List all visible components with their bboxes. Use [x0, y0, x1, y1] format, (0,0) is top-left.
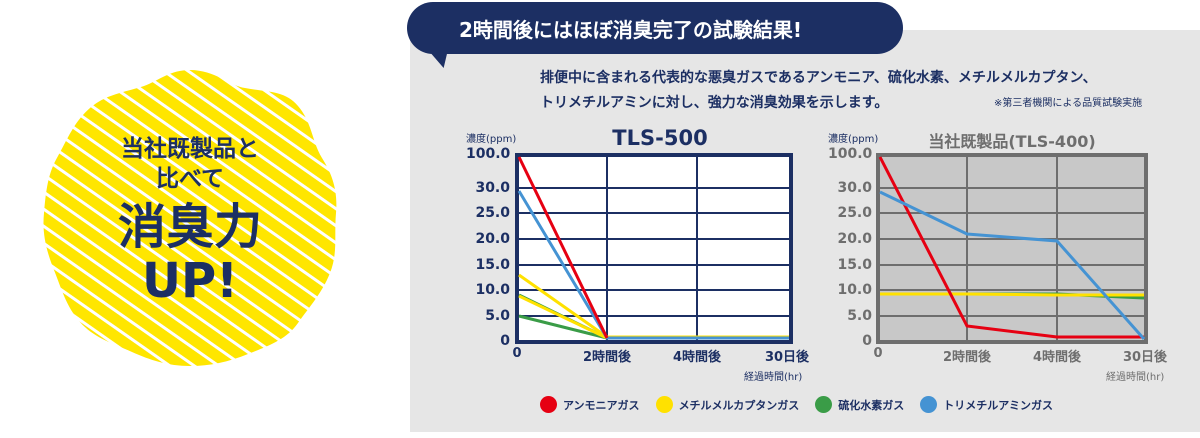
xtick: 4時間後: [672, 350, 722, 365]
ytick: 15.0: [837, 257, 872, 273]
results-title: 2時間後にはほぼ消臭完了の試験結果!: [459, 17, 803, 42]
legend-item-ammonia: アンモニアガス: [540, 396, 640, 413]
ytick: 10.0: [475, 282, 510, 298]
description: 排便中に含まれる代表的な悪臭ガスであるアンモニア、硫化水素、メチルメルカプタン、…: [540, 66, 1097, 116]
ytick: 100.0: [466, 146, 511, 162]
legend-label: 硫化水素ガス: [838, 398, 905, 412]
chart2-ylabel: 濃度(ppm): [828, 134, 879, 145]
xtick: 2時間後: [942, 350, 992, 365]
ytick: 5.0: [847, 308, 872, 324]
chart2-xlabel: 経過時間(hr): [1106, 372, 1165, 383]
chart1-xlabel: 経過時間(hr): [744, 372, 803, 383]
green-dot-icon: [815, 396, 833, 413]
legend-item-hydrogen-sulfide: 硫化水素ガス: [815, 396, 904, 413]
ytick: 0: [500, 333, 510, 349]
badge-line-1: 当社既製品と: [121, 136, 259, 162]
legend-label: アンモニアガス: [563, 398, 640, 412]
description-line-2: トリメチルアミンに対し、強力な消臭効果を示します。: [540, 95, 889, 111]
ytick: 30.0: [837, 180, 872, 196]
test-note: ※第三者機関による品質試験実施: [994, 98, 1143, 109]
speech-bubble-title: 2時間後にはほぼ消臭完了の試験結果!: [407, 2, 903, 54]
xtick: 30日後: [1122, 350, 1168, 365]
legend-item-methyl-mercaptan: メチルメルカプタンガス: [655, 396, 800, 413]
chart2-title: 当社既製品(TLS-400): [928, 132, 1096, 151]
xtick: 30日後: [764, 350, 810, 365]
ytick: 5.0: [485, 308, 510, 324]
yellow-dot-icon: [655, 396, 673, 413]
legend: アンモニアガス メチルメルカプタンガス 硫化水素ガス トリメチルアミンガス: [540, 396, 1069, 413]
xtick: 2時間後: [582, 350, 632, 365]
xtick: 0: [873, 346, 883, 361]
ytick: 10.0: [837, 282, 872, 298]
legend-item-trimethylamine: トリメチルアミンガス: [920, 396, 1053, 413]
chart2-plot: [876, 153, 1148, 344]
badge-burst-icon: [43, 70, 337, 366]
badge-up: UP!: [141, 253, 239, 309]
ytick: 100.0: [828, 146, 873, 162]
chart1-title: TLS-500: [612, 126, 708, 150]
badge-headline: 消臭力: [117, 199, 262, 255]
legend-label: トリメチルアミンガス: [943, 398, 1054, 412]
ytick: 25.0: [837, 205, 872, 221]
red-dot-icon: [540, 396, 557, 413]
description-line-1: 排便中に含まれる代表的な悪臭ガスであるアンモニア、硫化水素、メチルメルカプタン、: [540, 70, 1097, 86]
ytick: 0: [862, 333, 872, 349]
ytick: 25.0: [475, 205, 510, 221]
xtick: 4時間後: [1032, 350, 1082, 365]
legend-label: メチルメルカプタンガス: [678, 398, 800, 412]
ytick: 20.0: [475, 231, 510, 247]
chart1-ylabel: 濃度(ppm): [466, 134, 517, 145]
ytick: 15.0: [475, 257, 510, 273]
badge-line-2: 比べて: [155, 166, 225, 192]
chart1-plot: [515, 153, 793, 344]
blue-dot-icon: [920, 396, 938, 413]
ytick: 20.0: [837, 231, 872, 247]
xtick: 0: [512, 346, 522, 361]
badge: 当社既製品と 比べて 消臭力 UP!: [40, 68, 340, 368]
ytick: 30.0: [475, 180, 510, 196]
